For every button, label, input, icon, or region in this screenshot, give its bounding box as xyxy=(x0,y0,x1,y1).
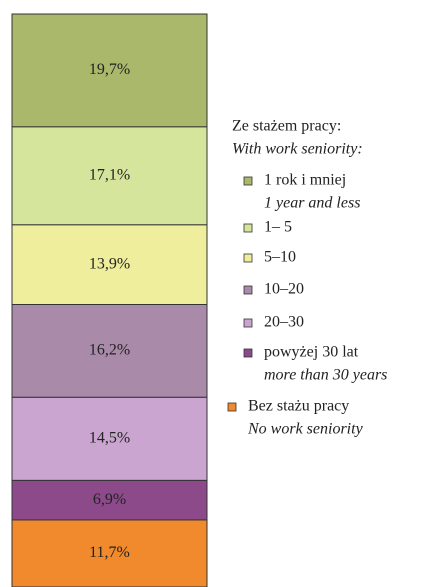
legend-swatch xyxy=(243,285,253,295)
legend-swatch xyxy=(243,318,253,328)
legend-label: 20–30 xyxy=(264,314,304,331)
data-label: 16,2% xyxy=(89,342,130,359)
bar-segment xyxy=(11,396,208,481)
bar-segment xyxy=(11,479,208,521)
legend-swatch xyxy=(243,223,253,233)
legend-swatch xyxy=(243,176,253,186)
bar-segment xyxy=(11,13,208,128)
data-label: 11,7% xyxy=(89,544,130,561)
legend-label-en: No work seniority xyxy=(247,421,364,438)
legend-label: powyżej 30 lat xyxy=(264,344,359,361)
legend-title: Ze stażem pracy: xyxy=(232,118,341,135)
legend-label: Bez stażu pracy xyxy=(248,398,349,415)
legend-swatch xyxy=(243,253,253,263)
legend-swatch xyxy=(243,348,253,358)
data-label: 19,7% xyxy=(89,61,130,78)
data-label: 14,5% xyxy=(89,430,130,447)
bar-segment xyxy=(11,224,208,306)
bar-segment xyxy=(11,304,208,398)
data-label: 13,9% xyxy=(89,255,130,272)
legend-label: 5–10 xyxy=(264,249,296,266)
bar-segment xyxy=(11,126,208,226)
legend-label-en: 1 year and less xyxy=(264,195,360,212)
data-label: 17,1% xyxy=(89,167,130,184)
legend-label: 10–20 xyxy=(264,281,304,298)
legend-swatch xyxy=(227,402,237,412)
legend-label: 1 rok i mniej xyxy=(264,172,346,189)
legend-label-en: more than 30 years xyxy=(264,367,387,384)
legend-subtitle: With work seniority: xyxy=(232,141,363,158)
legend-label: 1– 5 xyxy=(264,219,292,236)
data-label: 6,9% xyxy=(93,491,126,508)
